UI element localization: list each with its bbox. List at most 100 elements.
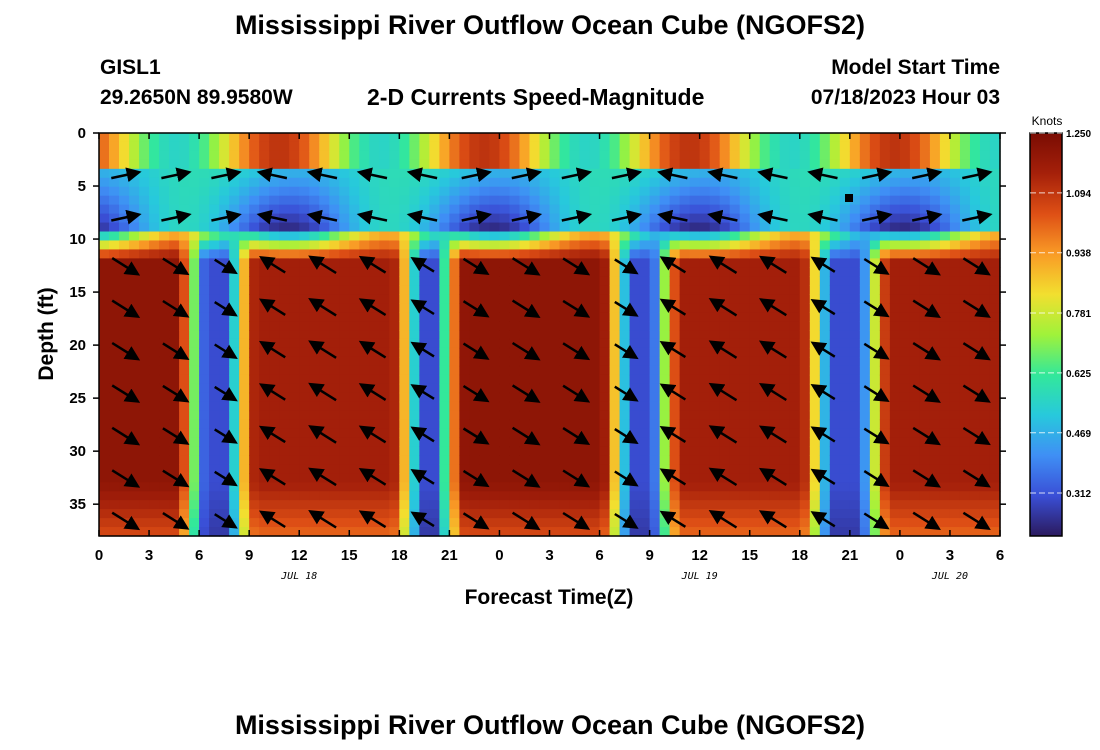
heatmap-cell (749, 195, 761, 206)
current-arrow (406, 167, 438, 183)
heatmap-cell (729, 473, 741, 483)
heatmap-cell (809, 482, 821, 492)
heatmap-cell (809, 410, 821, 421)
heatmap-cell (579, 500, 591, 510)
heatmap-cell (559, 473, 571, 483)
heatmap-cell (149, 258, 160, 268)
heatmap-cell (519, 464, 531, 474)
heatmap-cell (949, 303, 961, 313)
heatmap-cell (829, 410, 841, 421)
heatmap-cell (679, 186, 691, 197)
heatmap-cell (619, 500, 631, 510)
heatmap-cell (529, 133, 541, 143)
heatmap-cell (619, 177, 631, 188)
heatmap-cell (839, 240, 851, 251)
heatmap-cell (409, 321, 420, 331)
heatmap-cell (549, 240, 561, 251)
heatmap-cell (799, 150, 811, 161)
heatmap-cell (789, 419, 801, 430)
heatmap-cell (289, 455, 300, 465)
heatmap-cell (979, 294, 991, 304)
current-arrow (657, 209, 688, 225)
heatmap-cell (559, 240, 571, 251)
heatmap-cell (829, 482, 841, 492)
heatmap-cell (949, 330, 961, 340)
heatmap-cell (549, 473, 561, 483)
heatmap-cell (959, 204, 971, 215)
heatmap-cell (649, 491, 661, 501)
heatmap-cell (529, 240, 541, 251)
heatmap-cell (149, 482, 160, 492)
heatmap-cell (889, 240, 901, 251)
heatmap-cell (909, 401, 921, 412)
heatmap-cell (489, 347, 501, 358)
heatmap-cell (849, 204, 861, 215)
heatmap-cell (709, 347, 721, 358)
heatmap-cell (99, 213, 110, 224)
heatmap-cell (639, 392, 651, 403)
heatmap-cell (689, 419, 701, 430)
heatmap-cell (109, 330, 120, 340)
heatmap-cell (749, 482, 761, 492)
heatmap-cell (859, 204, 871, 215)
heatmap-cell (879, 195, 891, 206)
heatmap-cell (839, 527, 851, 537)
heatmap-cell (199, 168, 210, 179)
heatmap-cell (689, 159, 701, 170)
heatmap-cell (369, 446, 380, 456)
heatmap-cell (249, 491, 260, 501)
heatmap-cell (159, 374, 170, 385)
model-start-value: 07/18/2023 Hour 03 (810, 86, 1000, 109)
x-tick-label: 9 (245, 547, 253, 564)
heatmap-cell (789, 312, 801, 322)
heatmap-cell (709, 374, 721, 385)
heatmap-cell (209, 258, 220, 268)
heatmap-cell (379, 347, 390, 358)
heatmap-cell (419, 455, 430, 465)
heatmap-cell (379, 133, 390, 143)
heatmap-cell (419, 374, 430, 385)
heatmap-cell (469, 168, 481, 179)
heatmap-cell (129, 446, 140, 456)
heatmap-cell (259, 231, 270, 242)
heatmap-cell (179, 258, 190, 268)
heatmap-cell (399, 446, 410, 456)
heatmap-cell (799, 527, 811, 537)
heatmap-cell (279, 213, 290, 224)
heatmap-cell (799, 455, 811, 465)
heatmap-cell (909, 276, 921, 286)
heatmap-cell (359, 500, 370, 510)
heatmap-cell (399, 258, 410, 268)
heatmap-cell (669, 133, 681, 143)
heatmap-cell (889, 195, 901, 206)
heatmap-cell (869, 491, 881, 501)
heatmap-cell (139, 365, 150, 376)
heatmap-cell (679, 518, 691, 528)
heatmap-cell (299, 518, 310, 528)
heatmap-cell (889, 392, 901, 403)
heatmap-cell (319, 285, 330, 295)
heatmap-cell (519, 491, 531, 501)
heatmap-cell (829, 419, 841, 430)
heatmap-cell (939, 455, 951, 465)
heatmap-cell (459, 303, 471, 313)
heatmap-cell (859, 500, 871, 510)
heatmap-cell (579, 464, 591, 474)
heatmap-cell (449, 392, 460, 403)
heatmap-cell (789, 437, 801, 448)
heatmap-cell (899, 374, 911, 385)
heatmap-cell (509, 231, 521, 242)
heatmap-cell (889, 231, 901, 242)
heatmap-cell (549, 401, 561, 412)
heatmap-cell (809, 231, 821, 242)
heatmap-cell (809, 141, 821, 152)
heatmap-cell (439, 482, 450, 492)
heatmap-cell (449, 141, 460, 152)
heatmap-cell (539, 267, 551, 277)
current-arrow (562, 384, 591, 403)
heatmap-cell (299, 267, 310, 277)
heatmap-cell (619, 150, 631, 161)
heatmap-cell (959, 159, 971, 170)
heatmap-cell (979, 330, 991, 340)
heatmap-cell (269, 374, 280, 385)
